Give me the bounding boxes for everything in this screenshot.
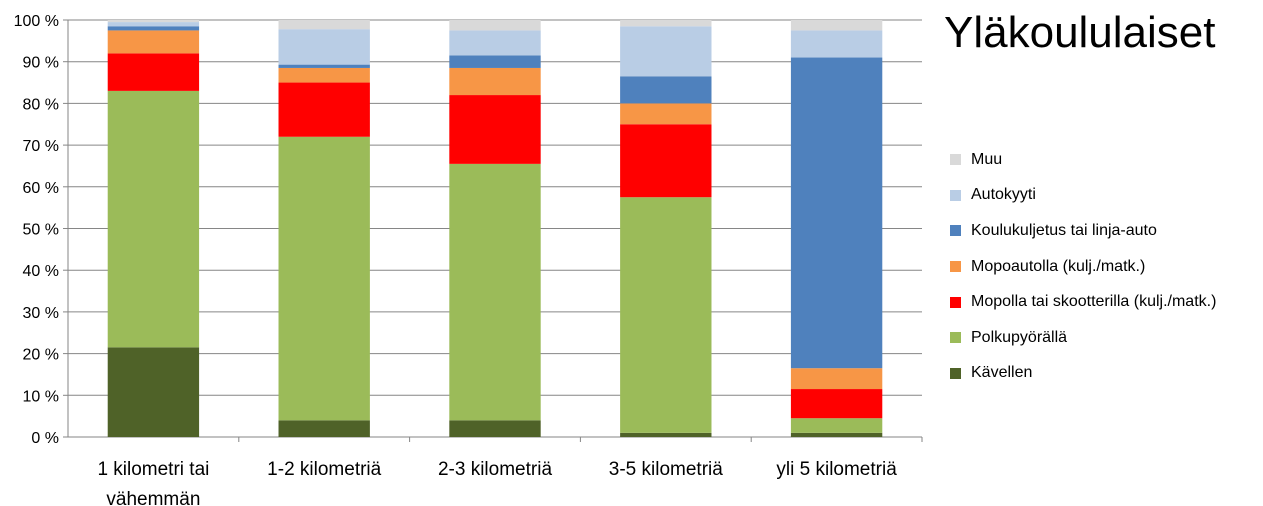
- bar-segment: [278, 136, 370, 421]
- bar-segment: [620, 76, 712, 104]
- bar-segment: [620, 197, 712, 433]
- legend-item: Mopoautolla (kulj./matk.): [950, 249, 1216, 285]
- bar-segment: [278, 20, 370, 30]
- y-tick-label: 40 %: [23, 263, 59, 280]
- bar-segment: [790, 20, 883, 31]
- x-tick-label: 1 kilometri tai: [97, 459, 209, 480]
- legend-label: Muu: [971, 150, 1003, 168]
- chart-title: Yläkoululaiset: [944, 8, 1216, 57]
- bar-segment: [790, 432, 883, 437]
- y-tick-label: 100 %: [14, 13, 59, 30]
- legend-item: Mopolla tai skootterilla (kulj./matk.): [950, 284, 1216, 320]
- bar-segment: [107, 347, 200, 437]
- bar-segment: [107, 26, 200, 31]
- legend-swatch: [950, 296, 961, 308]
- y-tick-label: 20 %: [23, 347, 59, 364]
- x-tick-label: vähemmän: [106, 489, 200, 506]
- y-tick-label: 80 %: [23, 96, 59, 113]
- legend-item: Koulukuljetus tai linja-auto: [950, 213, 1216, 249]
- bar-segment: [790, 57, 883, 369]
- legend-label: Koulukuljetus tai linja-auto: [971, 221, 1157, 239]
- legend-item: Autokyyti: [950, 178, 1216, 214]
- legend-swatch: [950, 332, 961, 344]
- y-tick-label: 10 %: [23, 388, 59, 405]
- bar-segment: [278, 67, 370, 83]
- legend-label: Autokyyti: [971, 186, 1036, 204]
- legend-item: Muu: [950, 142, 1216, 178]
- legend-swatch: [950, 225, 961, 237]
- bar-segment: [620, 103, 712, 125]
- y-tick-label: 50 %: [23, 222, 59, 239]
- legend: Muu Autokyyti Koulukuljetus tai linja-auto…: [950, 142, 1216, 391]
- bar-segment: [107, 22, 200, 27]
- bar-segment: [790, 389, 883, 419]
- bar-segment: [107, 20, 200, 23]
- bar-segment: [278, 82, 370, 137]
- bar-segment: [620, 26, 712, 77]
- y-tick-label: 0 %: [31, 430, 59, 447]
- x-tick-label: 3-5 kilometriä: [609, 459, 723, 480]
- legend-label: Mopoautolla (kulj./matk.): [971, 257, 1146, 275]
- legend-swatch: [950, 367, 961, 379]
- bar-segment: [107, 53, 200, 91]
- bar-segment: [790, 418, 883, 433]
- legend-label: Polkupyörällä: [971, 328, 1068, 346]
- y-tick-label: 90 %: [23, 55, 59, 72]
- bar-segment: [620, 124, 712, 198]
- bar-segment: [278, 420, 370, 437]
- bar-segment: [278, 64, 370, 68]
- x-tick-label: 2-3 kilometriä: [438, 459, 552, 480]
- bar-segment: [449, 163, 541, 421]
- bar-segment: [449, 67, 541, 96]
- bar-segment: [107, 30, 200, 54]
- x-tick-label: yli 5 kilometriä: [776, 459, 897, 480]
- x-tick-label: 1-2 kilometriä: [267, 459, 381, 480]
- legend-swatch: [950, 261, 961, 273]
- legend-label: Mopolla tai skootterilla (kulj./matk.): [971, 293, 1217, 311]
- bar-segment: [449, 30, 541, 56]
- y-tick-label: 70 %: [23, 138, 59, 155]
- bar-segment: [620, 20, 712, 27]
- y-tick-label: 60 %: [23, 180, 59, 197]
- bar-segment: [278, 29, 370, 65]
- bar-segment: [790, 30, 883, 58]
- legend-item: Polkupyörällä: [950, 320, 1216, 356]
- y-tick-label: 30 %: [23, 305, 59, 322]
- bar-segment: [790, 368, 883, 390]
- bar-segment: [107, 90, 200, 348]
- legend-item: Kävellen: [950, 356, 1216, 392]
- legend-swatch: [950, 189, 961, 201]
- bar-segment: [620, 432, 712, 437]
- bar-segment: [449, 420, 541, 437]
- legend-swatch: [950, 154, 961, 166]
- bar-segment: [449, 20, 541, 31]
- legend-label: Kävellen: [971, 364, 1033, 382]
- bar-segment: [449, 95, 541, 164]
- bar-segment: [449, 55, 541, 68]
